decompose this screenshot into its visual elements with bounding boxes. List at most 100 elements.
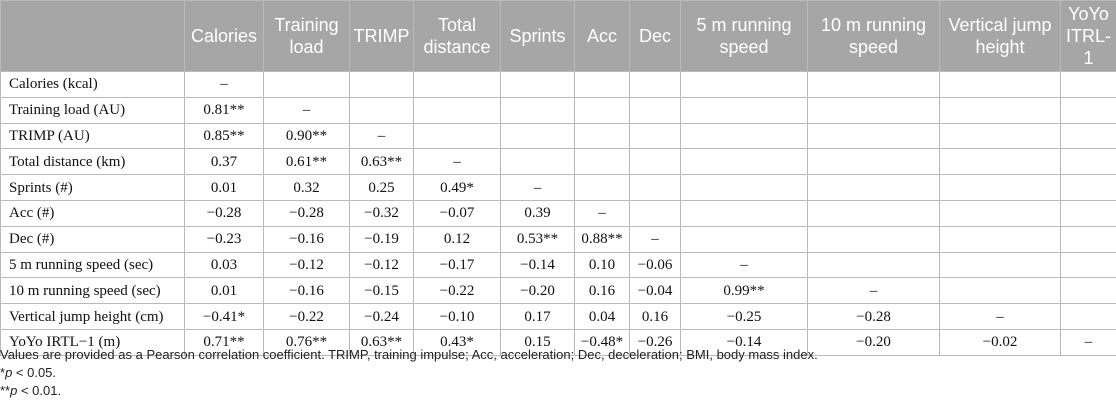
footnote-threshold: < 0.05. bbox=[12, 365, 57, 380]
table-row: YoYo IRTL−1 (m) 0.71** 0.76** 0.63** 0.43* 0.… bbox=[0, 328, 1116, 356]
correlation-cell: 0.01 bbox=[184, 277, 264, 305]
correlation-cell: 0.63** bbox=[349, 328, 414, 356]
correlation-cell: – bbox=[184, 71, 264, 98]
correlation-cell: 0.39 bbox=[500, 199, 575, 227]
correlation-cell bbox=[629, 148, 681, 176]
correlation-cell bbox=[807, 71, 940, 98]
correlation-cell bbox=[500, 96, 575, 124]
footnote-p-symbol: p bbox=[10, 383, 18, 398]
correlation-cell: 0.10 bbox=[574, 251, 630, 279]
correlation-cell: −0.20 bbox=[500, 277, 575, 305]
row-label: 5 m running speed (sec) bbox=[0, 251, 185, 279]
correlation-cell: 0.16 bbox=[629, 303, 681, 330]
table-row: 10 m running speed (sec) 0.01 −0.16 −0.15 −0… bbox=[0, 277, 1116, 305]
table-row: Dec (#) −0.23 −0.16 −0.19 0.12 0.53** 0.88** – bbox=[0, 225, 1116, 253]
correlation-cell: – bbox=[807, 277, 940, 305]
correlation-cell bbox=[1060, 277, 1116, 305]
correlation-cell bbox=[807, 122, 940, 150]
footnote-significance-001: **p < 0.01. bbox=[0, 382, 818, 400]
column-header: Dec bbox=[629, 0, 681, 72]
header-row: Calories Training load TRIMP Total distance… bbox=[0, 0, 1116, 72]
correlation-cell: 0.53** bbox=[500, 225, 575, 253]
footnote-definitions: Values are provided as a Pearson correla… bbox=[0, 347, 818, 362]
row-label: YoYo IRTL−1 (m) bbox=[0, 328, 185, 356]
correlation-cell bbox=[1060, 71, 1116, 98]
table-body: Calories (kcal) – Training load (AU) 0.81**… bbox=[0, 71, 1116, 356]
correlation-cell bbox=[680, 122, 808, 150]
correlation-cell bbox=[263, 71, 350, 98]
correlation-cell bbox=[807, 225, 940, 253]
column-header: Calories bbox=[184, 0, 264, 72]
correlation-cell: – bbox=[349, 122, 414, 150]
correlation-cell: 0.61** bbox=[263, 148, 350, 176]
correlation-cell: −0.25 bbox=[680, 303, 808, 330]
correlation-cell: 0.90** bbox=[263, 122, 350, 150]
correlation-cell bbox=[1060, 96, 1116, 124]
table-row: TRIMP (AU) 0.85** 0.90** – bbox=[0, 122, 1116, 150]
column-header: Sprints bbox=[500, 0, 575, 72]
row-label: Training load (AU) bbox=[0, 96, 185, 124]
correlation-cell: 0.03 bbox=[184, 251, 264, 279]
correlation-cell bbox=[807, 251, 940, 279]
row-label: 10 m running speed (sec) bbox=[0, 277, 185, 305]
correlation-cell bbox=[807, 96, 940, 124]
footnote-marker: ** bbox=[0, 383, 11, 398]
correlation-cell: 0.49* bbox=[413, 174, 501, 201]
column-header: YoYo ITRL-1 bbox=[1060, 0, 1116, 72]
correlation-cell bbox=[1060, 225, 1116, 253]
correlation-cell: −0.22 bbox=[413, 277, 501, 305]
correlation-cell bbox=[680, 174, 808, 201]
row-label: Calories (kcal) bbox=[0, 71, 185, 98]
correlation-cell bbox=[629, 71, 681, 98]
correlation-cell: −0.14 bbox=[500, 251, 575, 279]
correlation-cell: −0.16 bbox=[263, 225, 350, 253]
correlation-cell bbox=[939, 122, 1061, 150]
column-header: Total distance bbox=[413, 0, 501, 72]
correlation-cell: 0.12 bbox=[413, 225, 501, 253]
correlation-cell bbox=[413, 71, 501, 98]
correlation-cell: – bbox=[574, 199, 630, 227]
row-label: TRIMP (AU) bbox=[0, 122, 185, 150]
correlation-cell: 0.16 bbox=[574, 277, 630, 305]
correlation-cell: −0.12 bbox=[349, 251, 414, 279]
correlation-cell: – bbox=[413, 148, 501, 176]
correlation-cell bbox=[1060, 199, 1116, 227]
correlation-cell: −0.32 bbox=[349, 199, 414, 227]
correlation-cell bbox=[500, 148, 575, 176]
correlation-cell: −0.26 bbox=[629, 328, 681, 356]
correlation-cell: −0.48* bbox=[574, 328, 630, 356]
correlation-cell: −0.10 bbox=[413, 303, 501, 330]
correlation-cell bbox=[629, 199, 681, 227]
correlation-cell bbox=[1060, 148, 1116, 176]
table-row: Acc (#) −0.28 −0.28 −0.32 −0.07 0.39– bbox=[0, 199, 1116, 227]
correlation-cell bbox=[413, 96, 501, 124]
correlation-cell: 0.99** bbox=[680, 277, 808, 305]
correlation-cell: −0.14 bbox=[680, 328, 808, 356]
correlation-cell bbox=[629, 96, 681, 124]
row-label: Acc (#) bbox=[0, 199, 185, 227]
correlation-cell bbox=[574, 96, 630, 124]
column-header: 10 m running speed bbox=[807, 0, 940, 72]
correlation-cell bbox=[574, 174, 630, 201]
correlation-cell bbox=[939, 148, 1061, 176]
row-label: Vertical jump height (cm) bbox=[0, 303, 185, 330]
column-header: Training load bbox=[263, 0, 350, 72]
header-cell-corner bbox=[0, 0, 185, 72]
table-row: Calories (kcal) – bbox=[0, 71, 1116, 98]
correlation-cell bbox=[939, 277, 1061, 305]
correlation-cell bbox=[349, 71, 414, 98]
correlation-cell bbox=[807, 199, 940, 227]
correlation-cell: 0.17 bbox=[500, 303, 575, 330]
correlation-cell bbox=[939, 251, 1061, 279]
correlation-cell: −0.28 bbox=[263, 199, 350, 227]
correlation-cell bbox=[680, 148, 808, 176]
correlation-cell: – bbox=[680, 251, 808, 279]
correlation-table: Calories Training load TRIMP Total distance… bbox=[0, 0, 1116, 356]
table-row: 5 m running speed (sec) 0.03 −0.12 −0.12 −0.… bbox=[0, 251, 1116, 279]
correlation-cell bbox=[574, 71, 630, 98]
correlation-cell bbox=[349, 96, 414, 124]
correlation-cell bbox=[1060, 174, 1116, 201]
footnote-marker: * bbox=[0, 365, 6, 380]
correlation-cell bbox=[629, 122, 681, 150]
correlation-cell: −0.24 bbox=[349, 303, 414, 330]
